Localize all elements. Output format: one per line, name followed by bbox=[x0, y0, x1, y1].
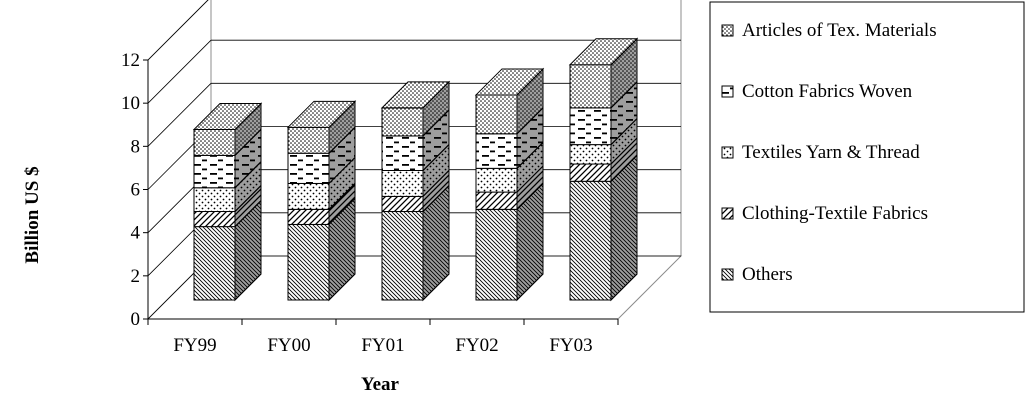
bar-segment bbox=[381, 135, 424, 171]
bar-stack-FY02 bbox=[474, 67, 545, 302]
bar-segment bbox=[287, 223, 330, 301]
bar-segment bbox=[193, 187, 236, 213]
bar-segment bbox=[569, 64, 612, 109]
legend-label: Articles of Tex. Materials bbox=[742, 20, 937, 41]
bar-top-face bbox=[192, 102, 263, 130]
bar-segment bbox=[287, 152, 330, 184]
y-axis-title: Billion US $ bbox=[22, 166, 43, 263]
x-axis: FY99 FY00 FY01 FY02 FY03 bbox=[147, 318, 619, 356]
side-gridline bbox=[147, 0, 209, 61]
bar-stack-FY00 bbox=[286, 100, 357, 302]
y-tick-label: 10 bbox=[121, 93, 140, 114]
bar-segment bbox=[287, 182, 330, 210]
y-tick-label: 8 bbox=[131, 136, 141, 157]
bar-segment bbox=[475, 167, 518, 193]
bar-segment bbox=[381, 107, 424, 137]
bar-segment bbox=[475, 191, 518, 210]
x-category-label: FY02 bbox=[455, 335, 498, 356]
side-gridline bbox=[147, 83, 212, 147]
legend-label: Clothing-Textile Fabrics bbox=[742, 203, 928, 224]
legend-box bbox=[709, 1, 1025, 313]
bar-segment bbox=[193, 211, 236, 228]
bar-segment bbox=[193, 226, 236, 301]
bar-stack-FY03 bbox=[568, 37, 639, 302]
side-gridline bbox=[147, 39, 212, 104]
bar-top-face bbox=[380, 81, 451, 109]
legend-swatch bbox=[721, 146, 734, 159]
bar-stack-FY99 bbox=[192, 102, 263, 302]
legend-label: Textiles Yarn & Thread bbox=[742, 142, 920, 163]
legend-swatch bbox=[721, 85, 734, 98]
bar-segment bbox=[569, 180, 612, 301]
bar-segment bbox=[381, 211, 424, 301]
bar-segment bbox=[475, 208, 518, 301]
bar-segment bbox=[475, 94, 518, 135]
y-tick-label: 12 bbox=[121, 50, 140, 71]
x-category-label: FY00 bbox=[267, 335, 310, 356]
x-category-label: FY99 bbox=[173, 335, 216, 356]
bar-segment bbox=[193, 128, 236, 156]
bar-segment bbox=[287, 126, 330, 154]
legend-swatch bbox=[721, 24, 734, 37]
bar-segment bbox=[381, 195, 424, 213]
legend: Articles of Tex. Materials Cotton Fabrics… bbox=[709, 1, 1025, 313]
bar-top-face bbox=[286, 100, 357, 128]
bar-segment bbox=[569, 144, 612, 165]
y-axis: 0 2 4 6 8 10 12 bbox=[121, 50, 149, 330]
bars bbox=[192, 37, 639, 302]
legend-swatch bbox=[721, 268, 734, 281]
y-tick-label: 2 bbox=[131, 266, 141, 287]
x-axis-title: Year bbox=[361, 374, 400, 395]
bar-segment bbox=[475, 133, 518, 169]
bar-top-face bbox=[474, 68, 545, 96]
y-tick-label: 0 bbox=[131, 309, 141, 330]
bar-segment bbox=[287, 208, 330, 225]
legend-swatch bbox=[721, 207, 734, 220]
bar-stack-FY01 bbox=[380, 80, 451, 302]
bar-segment bbox=[569, 107, 612, 146]
bar-segment bbox=[381, 170, 424, 197]
bar-segment bbox=[569, 163, 612, 182]
y-tick-label: 6 bbox=[131, 180, 141, 201]
bar-segment bbox=[193, 154, 236, 189]
legend-label: Cotton Fabrics Woven bbox=[742, 81, 913, 102]
legend-label: Others bbox=[742, 264, 793, 285]
bar-top-face bbox=[568, 38, 639, 66]
x-category-label: FY03 bbox=[549, 335, 592, 356]
y-tick-label: 4 bbox=[131, 223, 141, 244]
x-category-label: FY01 bbox=[361, 335, 404, 356]
